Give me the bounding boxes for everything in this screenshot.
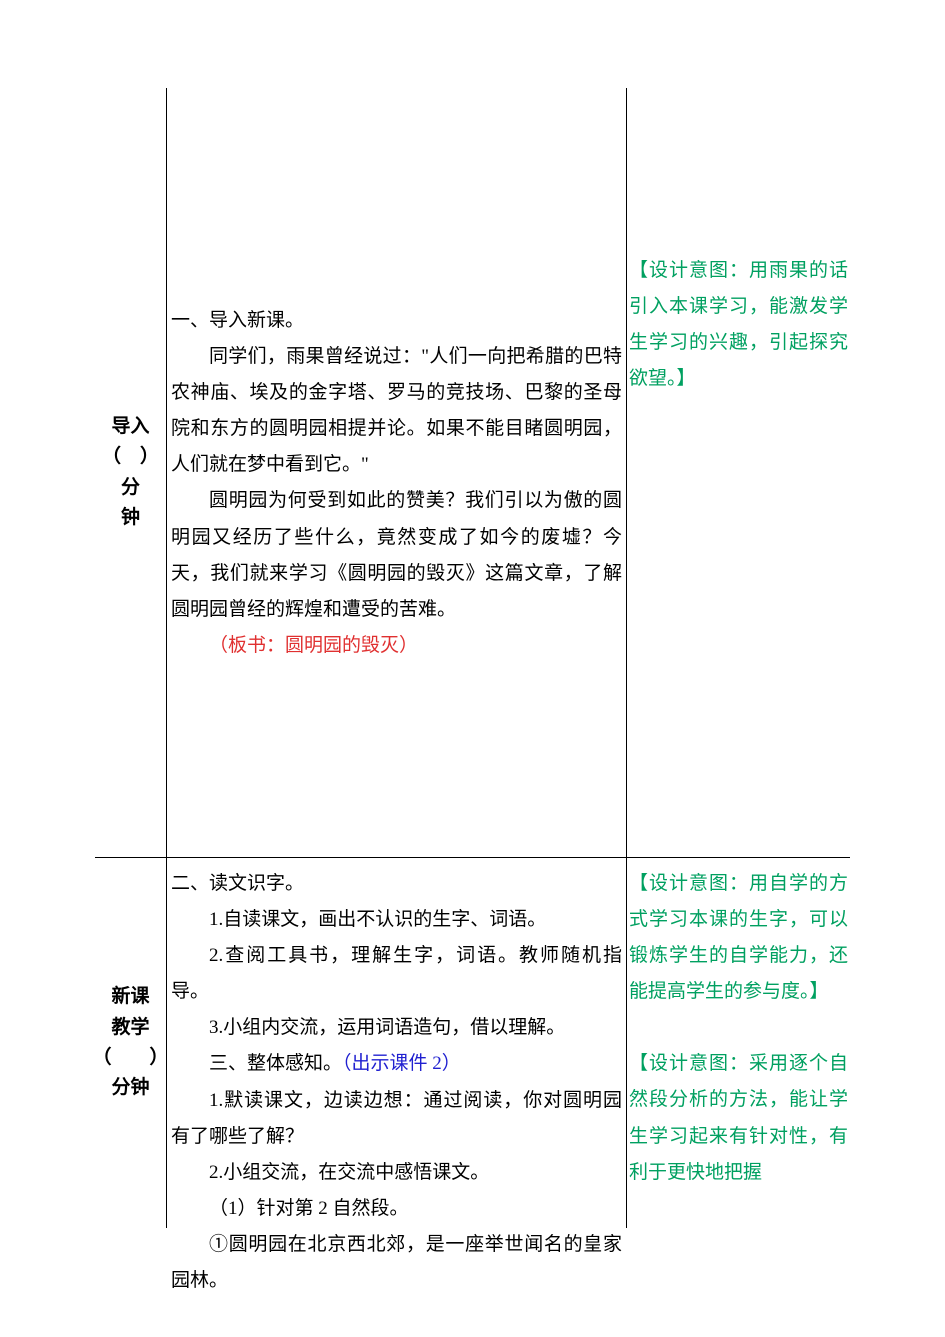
board-note: （板书：圆明园的毁灭）	[171, 628, 622, 664]
paragraph: 同学们，雨果曾经说过："人们一向把希腊的巴特农神庙、埃及的金字塔、罗马的竞技场、…	[171, 339, 622, 483]
list-item: 3.小组内交流，运用词语造句，借以理解。	[171, 1010, 622, 1046]
label-line: 钟	[95, 503, 166, 533]
design-intent-text: 【设计意图：用自学的方式学习本课的生字，可以锻炼学生的自学能力，还能提高学生的参…	[629, 866, 848, 1010]
list-item: 1.自读课文，画出不认识的生字、词语。	[171, 902, 622, 938]
list-item: 1.默读课文，边读边想：通过阅读，你对圆明园有了哪些了解？	[171, 1083, 622, 1155]
section-heading-with-slide: 三、整体感知。（出示课件 2）	[171, 1046, 622, 1082]
list-item: 2.查阅工具书，理解生字，词语。教师随机指导。	[171, 938, 622, 1010]
section-heading: 一、导入新课。	[171, 303, 622, 339]
cell-newlesson-label: 新课 教学 （ ） 分钟	[95, 858, 166, 1228]
cell-intro-content: 一、导入新课。 同学们，雨果曾经说过："人们一向把希腊的巴特农神庙、埃及的金字塔…	[167, 88, 626, 858]
label-line: 新课	[93, 982, 169, 1012]
cell-intro-label: 导入 （ ）分 钟	[95, 88, 166, 858]
label-line: （ ）分	[95, 442, 166, 503]
label-line: 导入	[95, 412, 166, 442]
cell-newlesson-intent: 【设计意图：用自学的方式学习本课的生字，可以锻炼学生的自学能力，还能提高学生的参…	[627, 858, 850, 1228]
label-line: （ ）	[93, 1043, 169, 1073]
slide-reference: （出示课件 2）	[342, 1053, 461, 1074]
column-content: 一、导入新课。 同学们，雨果曾经说过："人们一向把希腊的巴特农神庙、埃及的金字塔…	[167, 88, 627, 1228]
heading-text: 三、整体感知。	[209, 1053, 342, 1074]
list-item: 2.小组交流，在交流中感悟课文。	[171, 1155, 622, 1191]
stage-label-newlesson: 新课 教学 （ ） 分钟	[93, 982, 169, 1104]
section-heading: 二、读文识字。	[171, 866, 622, 902]
column-design-intent: 【设计意图：用雨果的话引入本课学习，能激发学生学习的兴趣，引起探究欲望。】 【设…	[627, 88, 850, 1228]
list-item: ①圆明园在北京西北郊，是一座举世闻名的皇家园林。	[171, 1227, 622, 1299]
cell-newlesson-content: 二、读文识字。 1.自读课文，画出不认识的生字、词语。 2.查阅工具书，理解生字…	[167, 858, 626, 1228]
paragraph: 圆明园为何受到如此的赞美？我们引以为傲的圆明园又经历了些什么，竟然变成了如今的废…	[171, 483, 622, 627]
label-line: 教学	[93, 1013, 169, 1043]
design-intent-text: 【设计意图：用雨果的话引入本课学习，能激发学生学习的兴趣，引起探究欲望。】	[629, 253, 848, 397]
lesson-plan-table: 导入 （ ）分 钟 新课 教学 （ ） 分钟 一、导入新课。 同学们，雨果曾经说…	[95, 88, 850, 1228]
label-line: 分钟	[93, 1073, 169, 1103]
stage-label-intro: 导入 （ ）分 钟	[95, 412, 166, 534]
design-intent-text: 【设计意图：采用逐个自然段分析的方法，能让学生学习起来有针对性，有利于更快地把握	[629, 1046, 848, 1190]
column-stage-labels: 导入 （ ）分 钟 新课 教学 （ ） 分钟	[95, 88, 167, 1228]
list-item-text: 1.默读课文，边读边想：通过阅读，你对圆明园有了哪些了解？	[171, 1090, 622, 1147]
list-item: （1）针对第 2 自然段。	[171, 1191, 622, 1227]
cell-intro-intent: 【设计意图：用雨果的话引入本课学习，能激发学生学习的兴趣，引起探究欲望。】	[627, 88, 850, 858]
